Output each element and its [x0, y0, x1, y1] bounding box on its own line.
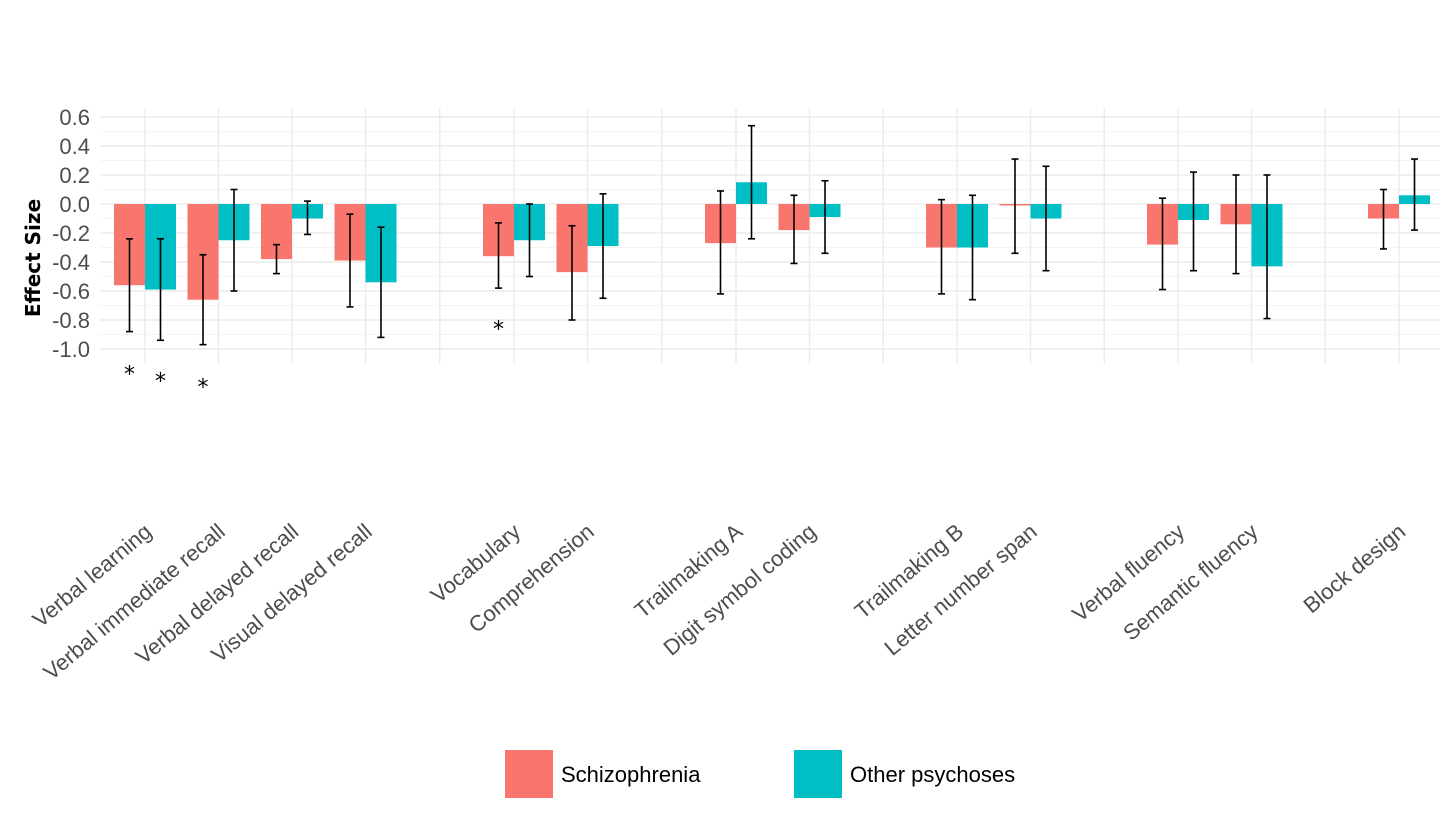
significance-mark: * — [493, 317, 504, 342]
error-bar — [821, 180, 829, 255]
y-tick-label: 0.6 — [59, 105, 90, 130]
x-category-label: Semantic fluency — [1118, 519, 1262, 646]
y-tick-label: -0.4 — [52, 250, 90, 275]
y-axis-ticks: 0.6 0.4 0.2 0.0 -0.2 -0.4 -0.6 -0.8 -1.0 — [52, 105, 90, 362]
y-tick-label: -0.2 — [52, 221, 90, 246]
significance-mark: * — [198, 375, 209, 400]
y-axis-title: Effect Size — [21, 199, 45, 317]
error-bar — [1159, 197, 1166, 291]
error-bar — [377, 226, 385, 339]
error-bar — [1263, 174, 1271, 320]
error-bar — [969, 194, 976, 301]
legend-swatch — [505, 750, 553, 798]
y-tick-label: 0.0 — [59, 192, 90, 217]
error-bar — [126, 238, 133, 333]
error-bar — [526, 203, 533, 278]
error-bar — [1411, 158, 1418, 231]
legend-swatch — [794, 750, 842, 798]
error-bar — [790, 194, 798, 265]
significance-mark: * — [155, 370, 166, 395]
error-bar — [495, 222, 502, 289]
x-category-label: Block design — [1299, 519, 1411, 618]
bars-layer — [114, 182, 1430, 300]
error-bar — [1232, 174, 1240, 275]
error-bar — [304, 200, 311, 236]
y-tick-label: -1.0 — [52, 337, 90, 362]
error-bar — [568, 224, 576, 321]
error-bar — [273, 243, 280, 275]
legend: Schizophrenia Other psychoses — [505, 750, 1015, 798]
error-bar — [1190, 171, 1197, 272]
x-category-label: Comprehension — [464, 519, 599, 638]
error-bar — [199, 253, 207, 346]
error-bar — [346, 213, 354, 308]
grid-layer — [100, 108, 1440, 364]
error-bar — [1380, 188, 1387, 250]
error-bars-layer — [126, 124, 1418, 346]
error-bar — [599, 193, 607, 300]
error-bar — [1011, 158, 1019, 255]
legend-label: Schizophrenia — [561, 762, 701, 787]
y-tick-label: -0.6 — [52, 279, 90, 304]
error-bar — [230, 188, 238, 292]
error-bar — [717, 190, 724, 295]
annotations-layer: * * * * — [124, 317, 504, 400]
error-bar — [1042, 165, 1050, 272]
legend-label: Other psychoses — [850, 762, 1015, 787]
significance-mark: * — [124, 362, 135, 387]
error-bar — [938, 198, 945, 295]
y-tick-label: -0.8 — [52, 308, 90, 333]
legend-item: Schizophrenia — [505, 750, 701, 798]
error-bar — [157, 238, 164, 342]
y-tick-label: 0.2 — [59, 163, 90, 188]
error-bar — [748, 124, 755, 240]
legend-item: Other psychoses — [794, 750, 1015, 798]
y-tick-label: 0.4 — [59, 134, 90, 159]
